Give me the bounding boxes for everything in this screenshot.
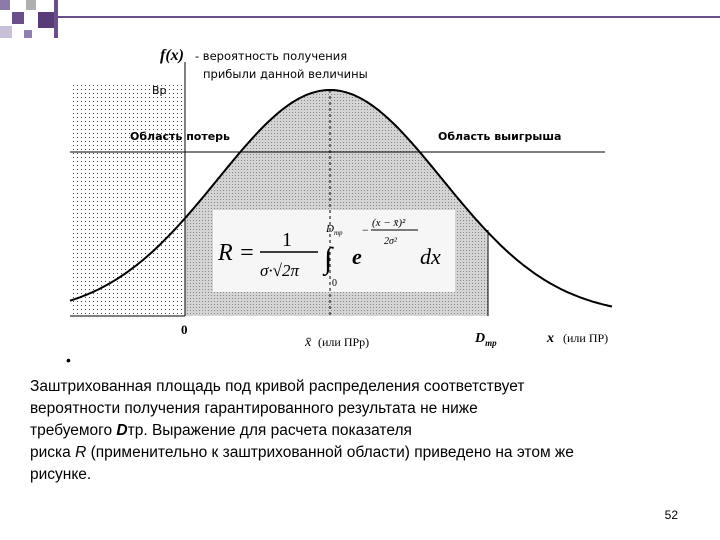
formula-box: [213, 210, 455, 292]
x-note: (или ПР): [563, 331, 608, 345]
origin-label: 0: [181, 322, 188, 337]
exp-sign: −: [362, 223, 369, 237]
distribution-curve: [69, 89, 613, 308]
text-part: тр. Выражение для расчета показателя: [127, 422, 412, 439]
text-line: рисунке.: [30, 466, 92, 483]
upper-limit: Dтр: [325, 223, 343, 237]
text-part: требуемого: [30, 422, 117, 439]
diagram: f(x) - вероятность получения прибыли дан…: [69, 47, 613, 350]
bullet: •: [66, 352, 71, 368]
mean-note: (или ПРр): [318, 335, 369, 349]
decoration: [24, 30, 32, 38]
integral: ∫: [322, 242, 334, 277]
text-part: риска: [30, 444, 76, 461]
text-part: D: [116, 422, 128, 439]
f-label: f(x): [160, 47, 184, 64]
formula-num: 1: [282, 229, 292, 251]
decoration: [54, 0, 58, 38]
x-label: x: [546, 331, 554, 346]
text-part: R: [75, 444, 87, 461]
upper-letter: D: [325, 223, 334, 235]
dx: dx: [420, 244, 441, 269]
d-letter: D: [474, 331, 485, 346]
win-area-label: Область выигрыша: [438, 130, 561, 143]
decoration: [0, 0, 10, 10]
d-label: Dтр: [474, 331, 497, 348]
exp-num: (x − x̄)²: [372, 217, 406, 229]
mean-label: x̄: [304, 335, 312, 350]
text-line: Заштрихованная площадь под кривой распре…: [30, 378, 525, 395]
lower-limit: 0: [332, 278, 337, 289]
loss-region: [70, 82, 185, 316]
formula: R = 1 σ·√2π ∫ Dтр 0 e − (x − x̄)² 2σ² dx: [217, 217, 441, 289]
d-subscript: тр: [485, 338, 497, 348]
text-line: вероятности получения гарантированного р…: [30, 400, 478, 417]
peak-label: Вр: [152, 84, 167, 97]
body-text: Заштрихованная площадь под кривой распре…: [30, 376, 700, 486]
page-number: 52: [664, 508, 678, 522]
formula-den: σ·√2π: [260, 261, 299, 280]
decoration: [12, 12, 24, 24]
exp-base: e: [352, 244, 362, 269]
f-caption: прибыли данной величины: [203, 67, 368, 81]
exp-den: 2σ²: [384, 236, 398, 247]
decoration: [0, 26, 12, 38]
f-caption: - вероятность получения: [195, 49, 347, 63]
formula-lhs: R =: [217, 240, 255, 266]
loss-area-label: Область потерь: [130, 130, 230, 143]
upper-subscript: тр: [334, 229, 343, 237]
decoration: [26, 0, 36, 10]
decoration: [58, 16, 720, 18]
decoration: [38, 12, 54, 28]
text-part: (применительно к заштрихованной области)…: [86, 444, 574, 461]
